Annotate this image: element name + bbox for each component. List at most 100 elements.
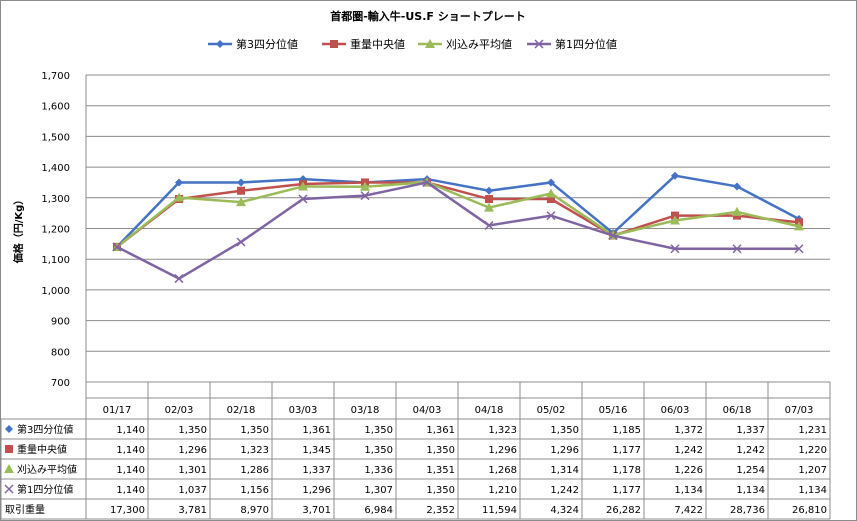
chart-title: 首都圏-輸入牛-US.F ショートプレート: [330, 9, 526, 23]
table-row-weight: 取引重量 17,300 3,781 8,970 3,701 6,984 2,352 11,59…: [5, 503, 827, 516]
y-tick-label: 1,200: [41, 225, 70, 236]
table-header-cell: 04/18: [475, 405, 504, 416]
table-cell: 1,314: [550, 465, 579, 476]
table-cell: 1,337: [302, 465, 331, 476]
table-cell: 8,970: [240, 505, 269, 516]
table-row: 重量中央値 1,140 1,296 1,323 1,345 1,350 1,350 1,296…: [5, 443, 827, 456]
legend-item: 第1四分位値: [527, 37, 617, 51]
data-point: [732, 244, 742, 254]
table-cell: 26,810: [792, 505, 827, 516]
y-tick-label: 800: [51, 347, 70, 358]
table-cell: 1,337: [736, 425, 765, 436]
series-line: [116, 181, 799, 280]
table-cell: 1,350: [550, 425, 579, 436]
table-cell: 1,350: [364, 425, 393, 436]
table-cell: 1,268: [488, 465, 517, 476]
legend-label: 刈込み平均値: [446, 38, 512, 51]
table-header-cell: 04/03: [413, 405, 442, 416]
table-cell: 1,037: [178, 485, 207, 496]
data-point: [237, 178, 245, 187]
table-header-cell: 02/03: [165, 405, 194, 416]
table-cell: 17,300: [110, 505, 145, 516]
series-line: [116, 174, 800, 248]
data-point: [547, 195, 555, 204]
table-cell: 1,351: [426, 465, 455, 476]
data-table: 01/17 02/03 02/18 03/03 03/18 04/03 04/18 05/02…: [0, 382, 831, 520]
y-tick-label: 1,700: [41, 71, 70, 82]
data-point: [485, 186, 493, 195]
legend-item: 刈込み平均値: [418, 38, 512, 51]
table-cell: 1,350: [178, 425, 207, 436]
legend-marker: [330, 40, 338, 48]
legend-item: 第3四分位値: [208, 37, 298, 51]
table-cell: 26,282: [606, 505, 641, 516]
table-cell: 1,336: [364, 465, 393, 476]
y-tick-label: 1,600: [41, 102, 70, 113]
data-point: [237, 186, 245, 195]
y-tick-label: 1,100: [41, 255, 70, 266]
series-4: [112, 177, 804, 284]
table-cell: 1,372: [674, 425, 703, 436]
y-axis-ticks: 700 800 900 1,000 1,100 1,200 1,300 1,400 1,500 1…: [41, 71, 70, 389]
legend-marker: [425, 39, 435, 48]
table-header-cell: 07/03: [785, 405, 814, 416]
table-row-label: 刈込み平均値: [17, 463, 77, 476]
series-2: [113, 178, 803, 251]
table-cell: 1,231: [798, 425, 827, 436]
table-header-cell: 02/18: [227, 405, 256, 416]
table-cell: 1,286: [240, 465, 269, 476]
series-line: [116, 180, 800, 248]
data-point: [298, 194, 308, 204]
table-cell: 1,140: [116, 485, 145, 496]
table-header-cell: 03/18: [351, 405, 380, 416]
table-cell: 1,226: [674, 465, 703, 476]
table-cell: 1,296: [178, 445, 207, 456]
data-point: [608, 231, 618, 241]
table-cell: 1,242: [674, 445, 703, 456]
table-row: 刈込み平均値 1,140 1,301 1,286 1,337 1,336 1,351 1,26…: [4, 463, 827, 476]
y-axis-label: 価格（円/Kg）: [12, 195, 25, 265]
legend: 第3四分位値 重量中央値 刈込み平均値 第1四分位値: [208, 37, 617, 51]
table-cell: 1,134: [736, 485, 765, 496]
table-cell: 3,701: [302, 505, 331, 516]
legend-label: 重量中央値: [350, 37, 405, 51]
table-cell: 1,254: [736, 465, 765, 476]
table-cell: 1,301: [178, 465, 207, 476]
table-row-label: 重量中央値: [17, 443, 67, 456]
table-cell: 1,323: [488, 425, 517, 436]
series-lines: [112, 171, 804, 284]
data-point: [546, 211, 556, 221]
table-header-cell: 06/18: [723, 405, 752, 416]
data-point: [547, 178, 555, 187]
table-cell: 1,207: [798, 465, 827, 476]
data-point: [485, 195, 493, 204]
table-cell: 1,361: [302, 425, 331, 436]
data-point: [733, 182, 741, 191]
table-cell: 2,352: [426, 505, 455, 516]
data-point: [174, 192, 184, 202]
table-header-cell: 01/17: [103, 405, 132, 416]
data-point: [546, 188, 556, 198]
table-cell: 7,422: [674, 505, 703, 516]
series-3: [112, 177, 804, 251]
legend-item: 重量中央値: [322, 37, 405, 51]
table-header-cell: 05/02: [537, 405, 566, 416]
table-cell: 1,323: [240, 445, 269, 456]
data-point: [236, 237, 246, 247]
table-cell: 1,140: [116, 445, 145, 456]
table-cell: 1,350: [426, 485, 455, 496]
table-cell: 1,242: [550, 485, 579, 496]
data-point: [794, 221, 804, 231]
table-cell: 1,177: [612, 445, 641, 456]
table-cell: 1,177: [612, 485, 641, 496]
data-point: [236, 197, 246, 207]
table-row-key: [5, 445, 13, 453]
table-cell: 1,185: [612, 425, 641, 436]
data-point: [484, 202, 494, 212]
table-cell: 1,156: [240, 485, 269, 496]
table-cell: 1,140: [116, 425, 145, 436]
table-cell: 1,296: [488, 445, 517, 456]
table-row: 第1四分位値 1,140 1,037 1,156 1,296 1,307 1,350 1,21…: [4, 483, 827, 496]
table-row-label: 第1四分位値: [17, 483, 73, 496]
